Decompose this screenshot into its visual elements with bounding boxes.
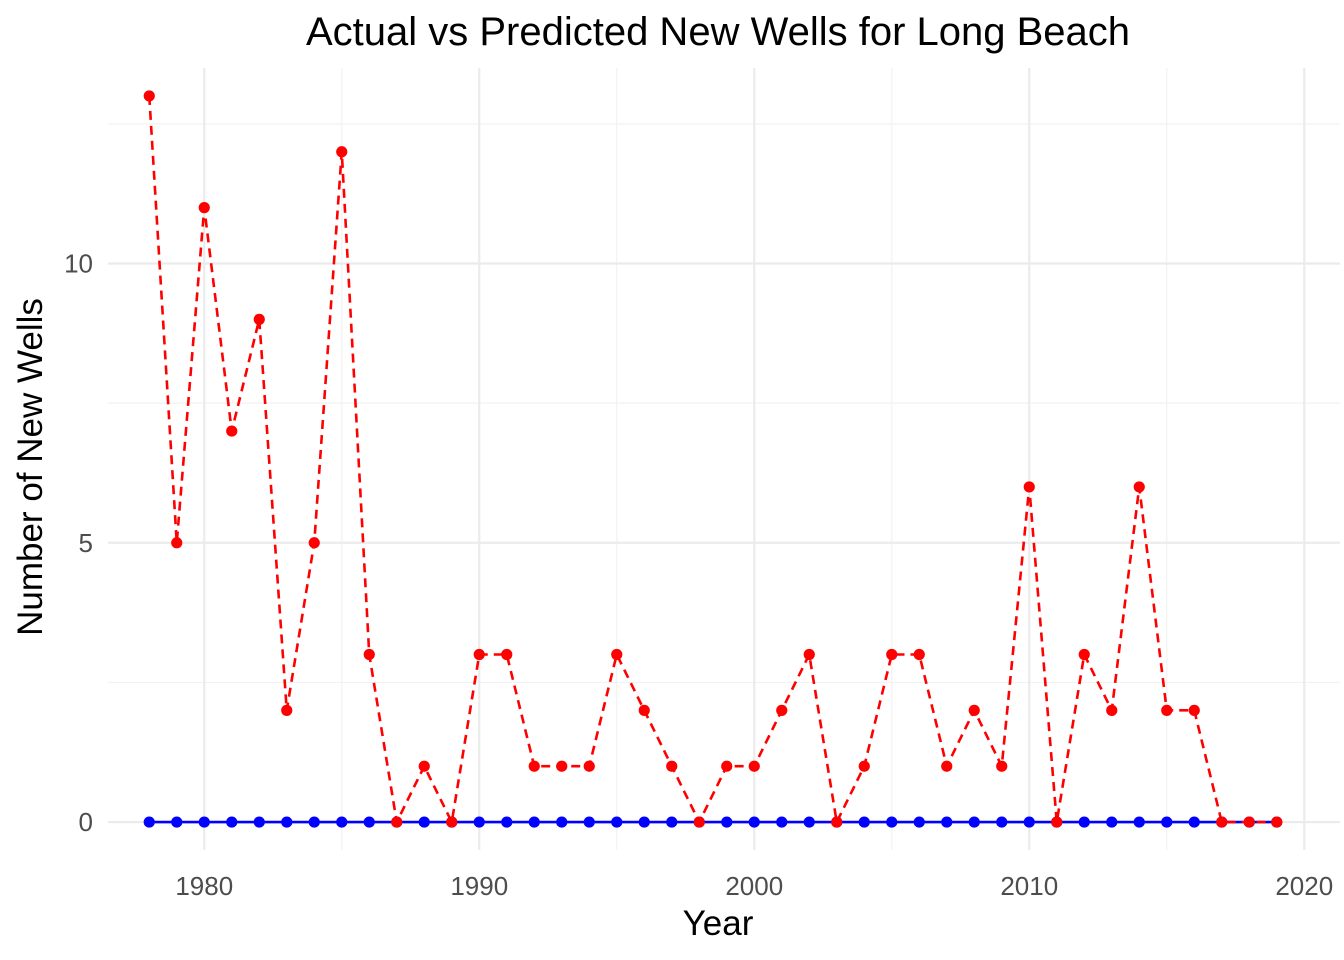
x-tick-label: 2000 xyxy=(725,871,783,901)
y-axis-title: Number of New Wells xyxy=(11,298,50,636)
solid-series-point xyxy=(748,816,760,828)
solid-series-point xyxy=(858,816,870,828)
solid-series-point xyxy=(143,816,155,828)
solid-series-point xyxy=(638,816,650,828)
solid-series-point xyxy=(281,816,293,828)
dashed-series-point xyxy=(226,425,238,437)
dashed-series-point xyxy=(611,648,623,661)
dashed-series-point xyxy=(253,313,265,325)
solid-series-point xyxy=(418,816,430,828)
solid-series-point xyxy=(886,816,898,828)
dashed-series-point xyxy=(583,760,595,772)
solid-series-point xyxy=(1133,816,1145,828)
dashed-series-point xyxy=(1161,704,1173,716)
dashed-series-point xyxy=(281,704,293,716)
dashed-series-point xyxy=(446,816,458,828)
dashed-series-point xyxy=(968,704,980,716)
y-tick-label: 0 xyxy=(79,807,93,837)
dashed-series-point xyxy=(1216,816,1228,828)
dashed-series-point xyxy=(336,146,348,158)
dashed-series-point xyxy=(858,760,870,772)
solid-series-point xyxy=(583,816,595,828)
y-tick-label: 10 xyxy=(64,249,93,279)
solid-series-point xyxy=(336,816,348,828)
solid-series-point xyxy=(528,816,540,828)
tick-labels: 1980 1990 2000 2010 2020 0 5 10 xyxy=(64,249,1333,902)
data-points xyxy=(143,90,1283,828)
dashed-series-point xyxy=(748,760,760,772)
dashed-series-point xyxy=(1051,816,1063,828)
solid-series-point xyxy=(1106,816,1118,828)
solid-series-point xyxy=(776,816,788,828)
x-tick-label: 2020 xyxy=(1275,871,1333,901)
dashed-series-point xyxy=(1133,481,1145,493)
dashed-series-point xyxy=(1078,648,1090,661)
dashed-series-point xyxy=(143,90,155,102)
dashed-series-point xyxy=(693,816,705,828)
solid-series-point xyxy=(556,816,568,828)
dashed-series-point xyxy=(638,704,650,716)
dashed-series-point xyxy=(721,760,733,772)
dashed-series-point xyxy=(1106,704,1118,716)
solid-series-point xyxy=(611,816,623,828)
dashed-series-line xyxy=(147,95,1277,824)
dashed-series-point xyxy=(913,648,925,661)
solid-series-point xyxy=(198,816,210,828)
dashed-series-point xyxy=(363,648,375,661)
dashed-series-point xyxy=(776,704,788,716)
solid-series-point xyxy=(253,816,265,828)
solid-series-point xyxy=(226,816,238,828)
x-axis-title: Year xyxy=(683,904,754,943)
grid-lines xyxy=(108,68,1340,850)
dashed-series-point xyxy=(171,537,183,549)
solid-series-point xyxy=(1188,816,1200,828)
dashed-series-point xyxy=(1243,816,1255,828)
dashed-series-point xyxy=(1271,816,1283,828)
solid-series-point xyxy=(666,816,678,828)
solid-series-point xyxy=(721,816,733,828)
dashed-series-point xyxy=(666,760,678,772)
solid-series-point xyxy=(1023,816,1035,828)
dashed-series-point xyxy=(831,816,843,828)
chart-title: Actual vs Predicted New Wells for Long B… xyxy=(306,10,1130,54)
dashed-series-point xyxy=(473,648,485,661)
solid-series-point xyxy=(363,816,375,828)
x-tick-label: 1990 xyxy=(450,871,508,901)
dashed-series-point xyxy=(1023,481,1035,493)
solid-series-point xyxy=(473,816,485,828)
dashed-series-point xyxy=(528,760,540,772)
dashed-series-point xyxy=(418,760,430,772)
solid-series-point xyxy=(1078,816,1090,828)
x-tick-label: 2010 xyxy=(1000,871,1058,901)
dashed-series-point xyxy=(391,816,403,828)
y-tick-label: 5 xyxy=(79,528,93,558)
dashed-series-point xyxy=(501,648,513,661)
solid-series-point xyxy=(913,816,925,828)
dashed-series-point xyxy=(996,760,1008,772)
dashed-series-point xyxy=(886,648,898,661)
solid-series-point xyxy=(803,816,815,828)
solid-series-point xyxy=(941,816,953,828)
solid-series-point xyxy=(171,816,183,828)
solid-series-point xyxy=(501,816,513,828)
dashed-series-point xyxy=(941,760,953,772)
dashed-series-point xyxy=(1188,704,1200,716)
solid-series-point xyxy=(968,816,980,828)
dashed-series-point xyxy=(556,760,568,772)
dashed-series-point xyxy=(803,648,815,661)
dashed-series-point xyxy=(198,202,210,214)
dashed-series-point xyxy=(308,537,320,549)
solid-series-point xyxy=(1161,816,1173,828)
solid-series-point xyxy=(996,816,1008,828)
solid-series-point xyxy=(308,816,320,828)
x-tick-label: 1980 xyxy=(175,871,233,901)
